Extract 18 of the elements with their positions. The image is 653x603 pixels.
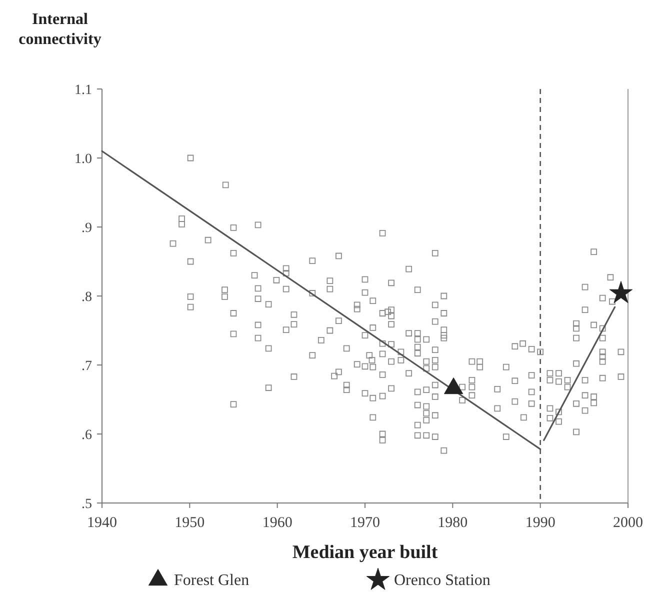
- x-tick-label: 2000: [613, 515, 643, 531]
- x-tick-label: 1950: [174, 515, 205, 531]
- x-tick-label: 1980: [438, 515, 468, 531]
- legend-label: Orenco Station: [394, 572, 490, 589]
- y-tick-label: .7: [82, 358, 92, 374]
- x-tick-label: 1960: [262, 515, 292, 531]
- y-tick-label: .5: [82, 496, 92, 512]
- legend-label: Forest Glen: [174, 572, 250, 589]
- x-tick-label: 1940: [87, 515, 117, 531]
- y-tick-label: .6: [82, 428, 92, 443]
- y-tick-label: .8: [82, 290, 92, 305]
- x-tick-label: 1970: [350, 515, 380, 531]
- y-tick-label: 1.0: [74, 152, 92, 167]
- y-tick-label: .9: [82, 220, 92, 236]
- y-axis-title: Internal connectivity: [18, 11, 102, 48]
- x-axis-title: Median year built: [292, 542, 438, 563]
- y-tick-label: 1.1: [74, 82, 92, 98]
- x-tick-label: 1990: [525, 515, 556, 531]
